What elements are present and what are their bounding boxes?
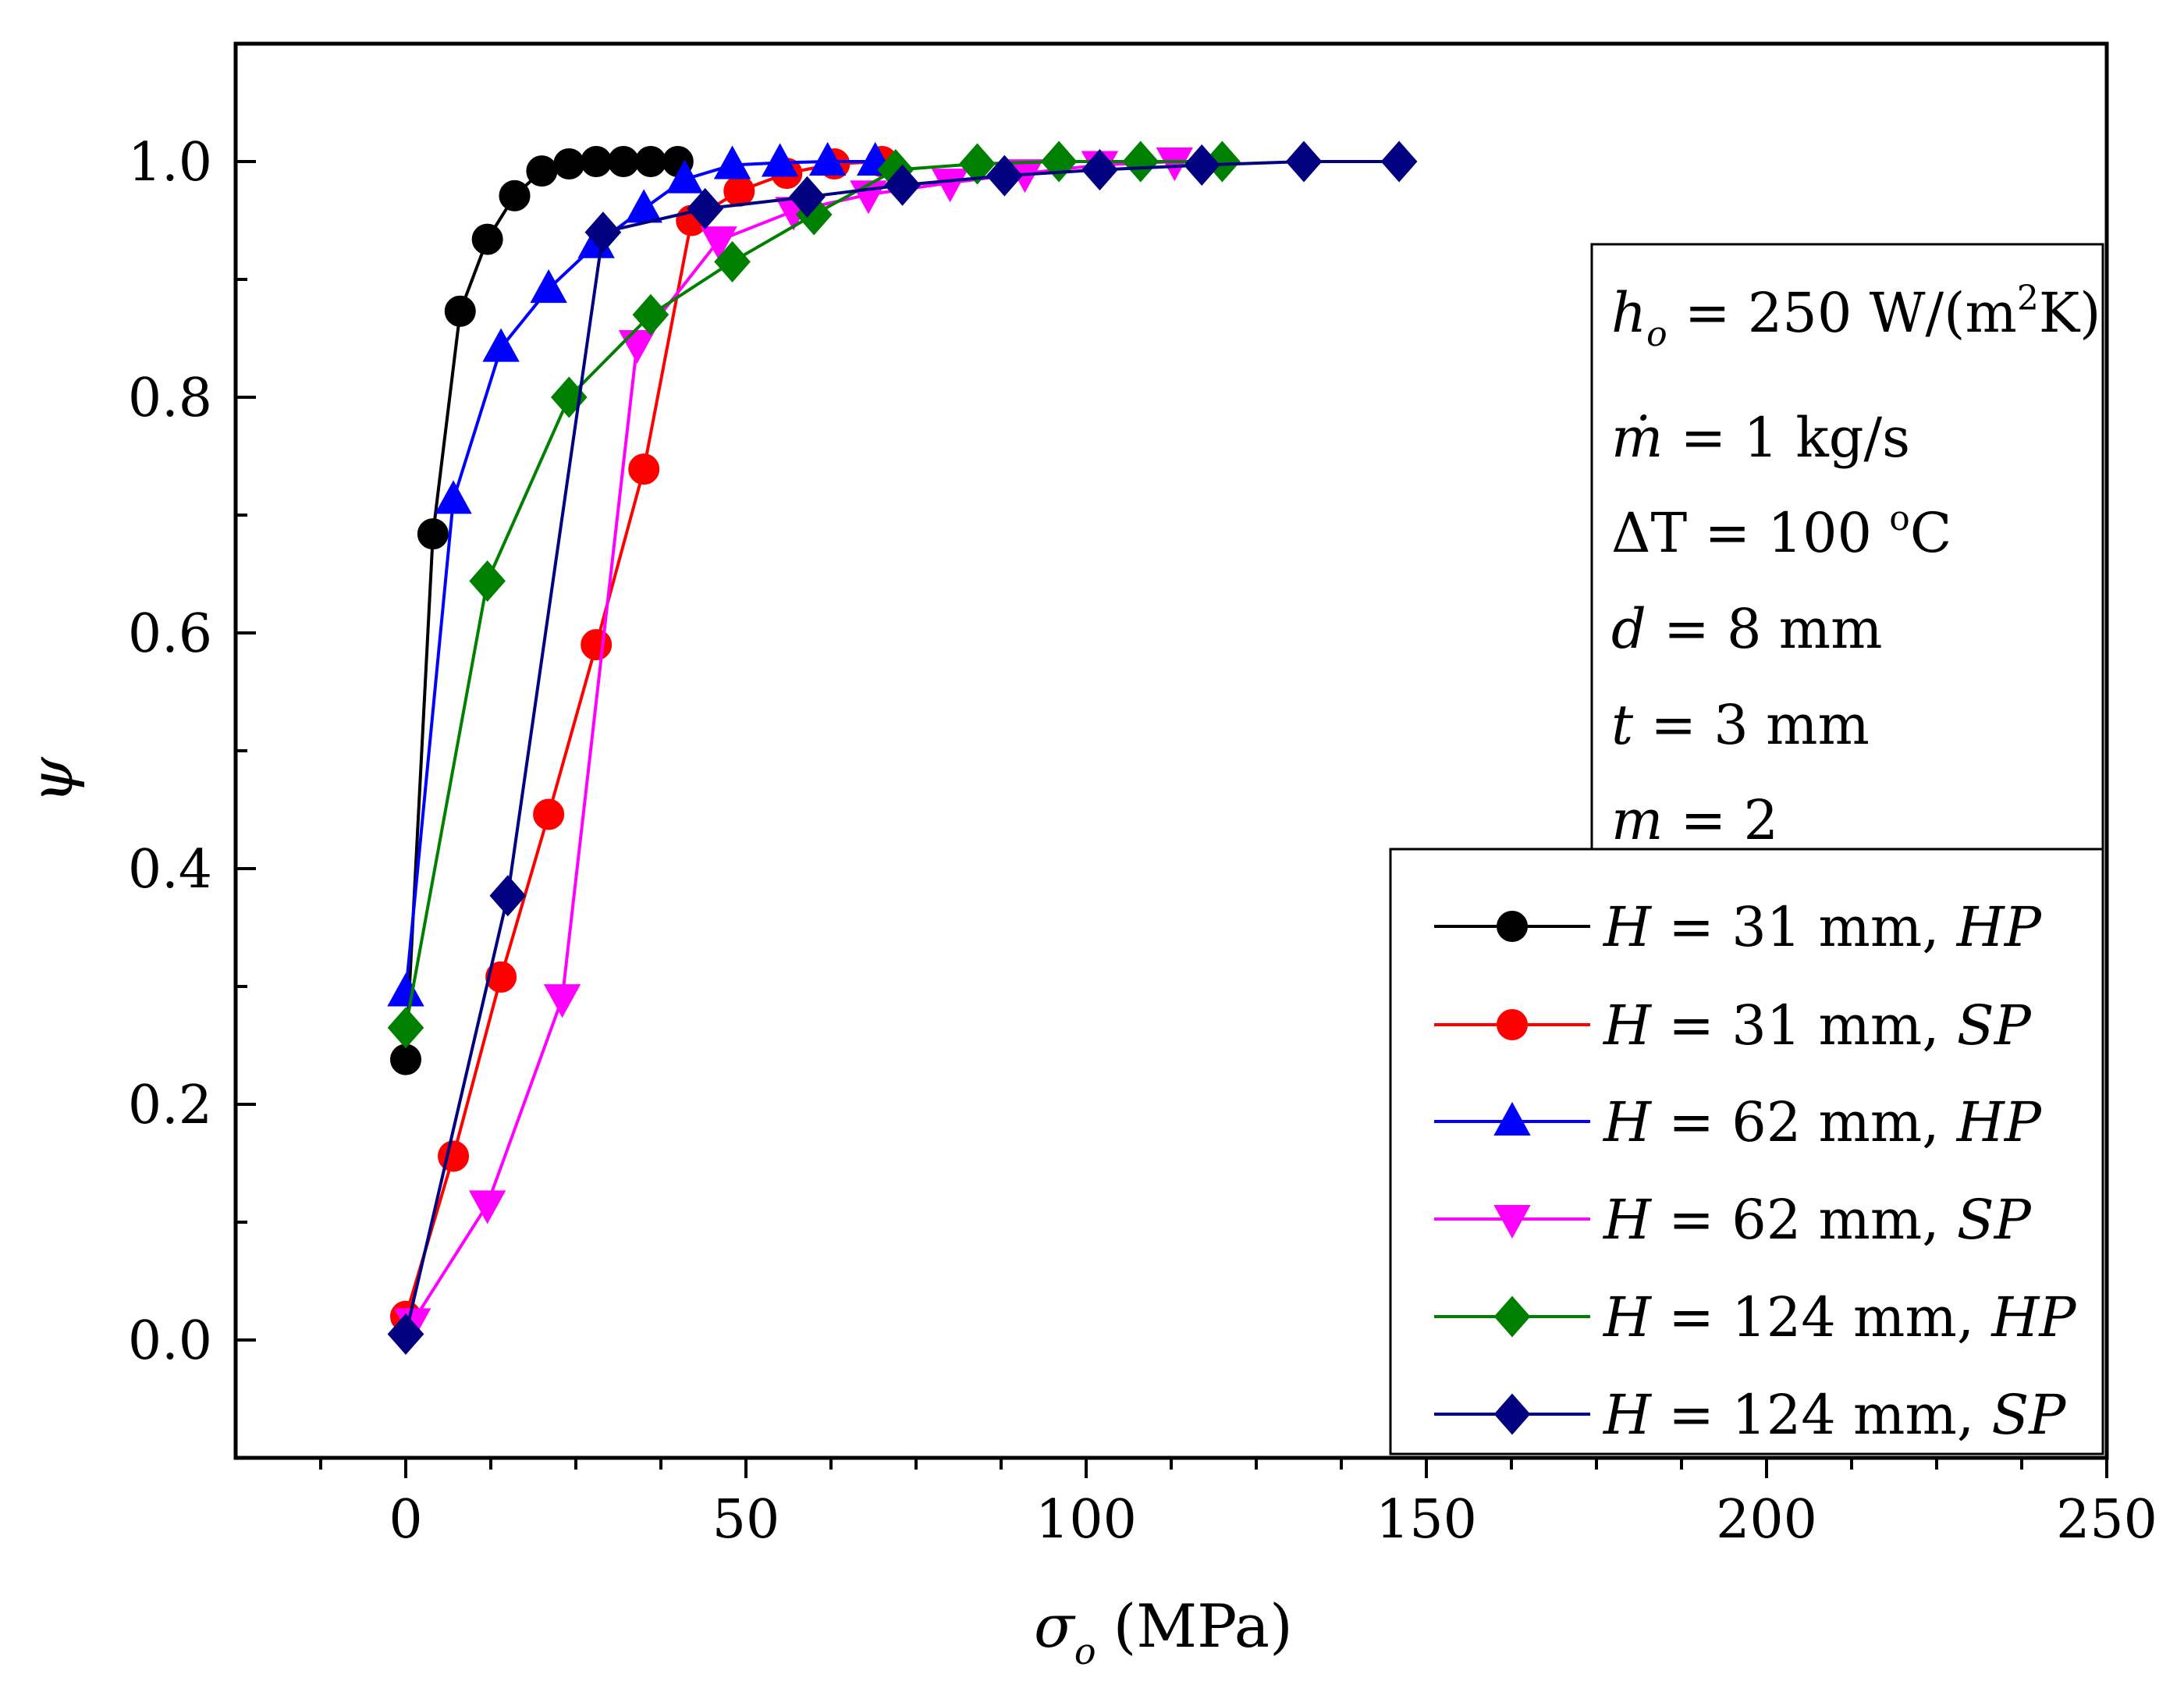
legend-label-3: H = 62 mm, SP (1602, 1188, 2033, 1252)
legend-swatch-1 (1434, 1009, 1590, 1040)
x-tick-label: 200 (1716, 1489, 1817, 1551)
data-point (485, 961, 517, 993)
data-point (1183, 144, 1220, 187)
series-0 (390, 146, 694, 1075)
series-layer (387, 140, 1418, 1355)
data-point (444, 295, 476, 327)
parameter-delta-t: ΔT = 100 oC (1611, 499, 1951, 565)
data-point (789, 176, 826, 218)
data-point (469, 560, 506, 602)
data-point (628, 453, 660, 485)
data-point (723, 175, 755, 207)
legend-label-2: H = 62 mm, HP (1602, 1090, 2043, 1154)
data-point (713, 145, 751, 179)
data-point (417, 518, 449, 550)
data-point (581, 629, 613, 661)
data-point (553, 148, 585, 180)
legend-swatches (1434, 911, 1590, 1435)
y-tick-label: 0.4 (128, 839, 212, 901)
y-tick-label: 1.0 (128, 132, 212, 194)
y-tick-label: 0.0 (128, 1310, 212, 1372)
data-point (884, 164, 921, 206)
data-point (530, 269, 567, 304)
data-point (761, 143, 799, 177)
data-point (986, 155, 1023, 197)
data-point (543, 984, 581, 1018)
parameter-mdot: ṁ = 1 kg/s (1611, 406, 1910, 470)
x-tick-label: 100 (1035, 1489, 1137, 1551)
x-tick-label: 250 (2056, 1489, 2157, 1551)
data-point (959, 143, 996, 185)
data-point (581, 146, 613, 177)
parameter-box-frame (1590, 243, 2104, 851)
data-point (632, 293, 669, 336)
legend-swatch-4 (1434, 1296, 1590, 1338)
parameter-box: ho = 250 W/(m2K) ṁ = 1 kg/s ΔT = 100 oC … (1590, 243, 2104, 852)
legend-label-1: H = 31 mm, SP (1602, 993, 2033, 1057)
data-point (700, 226, 737, 261)
y-tick-label: 0.6 (128, 603, 212, 665)
legend-label-0: H = 31 mm, HP (1602, 895, 2043, 959)
data-point (435, 480, 472, 514)
data-point (387, 1313, 424, 1355)
data-point (390, 1043, 421, 1075)
data-point (666, 159, 704, 194)
data-point (1285, 140, 1323, 183)
data-point (1156, 148, 1194, 182)
data-point (1122, 140, 1159, 183)
y-tick-label: 0.2 (128, 1075, 212, 1136)
data-point (714, 240, 751, 283)
x-tick-label: 0 (389, 1489, 422, 1551)
legend-swatch-5 (1434, 1393, 1590, 1435)
data-point (808, 141, 847, 176)
data-point (931, 169, 969, 203)
data-point (499, 179, 531, 211)
data-point (584, 211, 622, 254)
y-axis-title: ψ (16, 756, 86, 804)
legend-marker (1493, 1296, 1531, 1338)
legend-swatch-0 (1434, 911, 1590, 942)
data-point (438, 1140, 470, 1172)
data-point (1081, 149, 1118, 191)
data-point (387, 972, 424, 1007)
legend-marker (1497, 911, 1528, 942)
data-point (1380, 140, 1418, 183)
x-axis-title: σo (MPa) (1034, 1591, 1293, 1672)
data-point (608, 146, 640, 177)
legend-frame (1389, 848, 2104, 1456)
y-tick-label: 0.8 (128, 368, 212, 429)
parameter-d: d = 8 mm (1611, 597, 1883, 661)
parameter-h: ho = 250 W/(m2K) (1611, 279, 2101, 354)
legend-marker (1497, 1009, 1528, 1040)
data-point (687, 187, 724, 229)
x-tick-label: 50 (712, 1489, 780, 1551)
legend-swatch-2 (1434, 1101, 1590, 1136)
data-point (471, 223, 503, 255)
data-point (634, 146, 666, 177)
parameter-m: m = 2 (1611, 788, 1778, 852)
x-tick-label: 150 (1376, 1489, 1477, 1551)
data-point (482, 328, 520, 362)
data-point (489, 875, 527, 917)
legend-marker (1493, 1393, 1531, 1435)
data-point (387, 1007, 424, 1049)
parameter-t: t = 3 mm (1611, 693, 1870, 757)
legend-label-5: H = 124 mm, SP (1602, 1383, 2067, 1447)
series-5 (387, 140, 1418, 1355)
y-axis: 0.0 0.2 0.4 0.6 0.8 1.0 (128, 42, 256, 1459)
data-point (468, 1190, 506, 1224)
legend-label-4: H = 124 mm, HP (1602, 1285, 2077, 1349)
legend-marker (1493, 1205, 1531, 1239)
legend-marker (1493, 1101, 1531, 1136)
legend-swatch-3 (1434, 1205, 1590, 1239)
data-point (526, 155, 558, 187)
data-point (533, 798, 565, 830)
legend: H = 31 mm, HP H = 31 mm, SP H = 62 mm, H… (1389, 848, 2104, 1456)
x-axis: 0 50 100 150 200 250 (319, 1458, 2157, 1551)
